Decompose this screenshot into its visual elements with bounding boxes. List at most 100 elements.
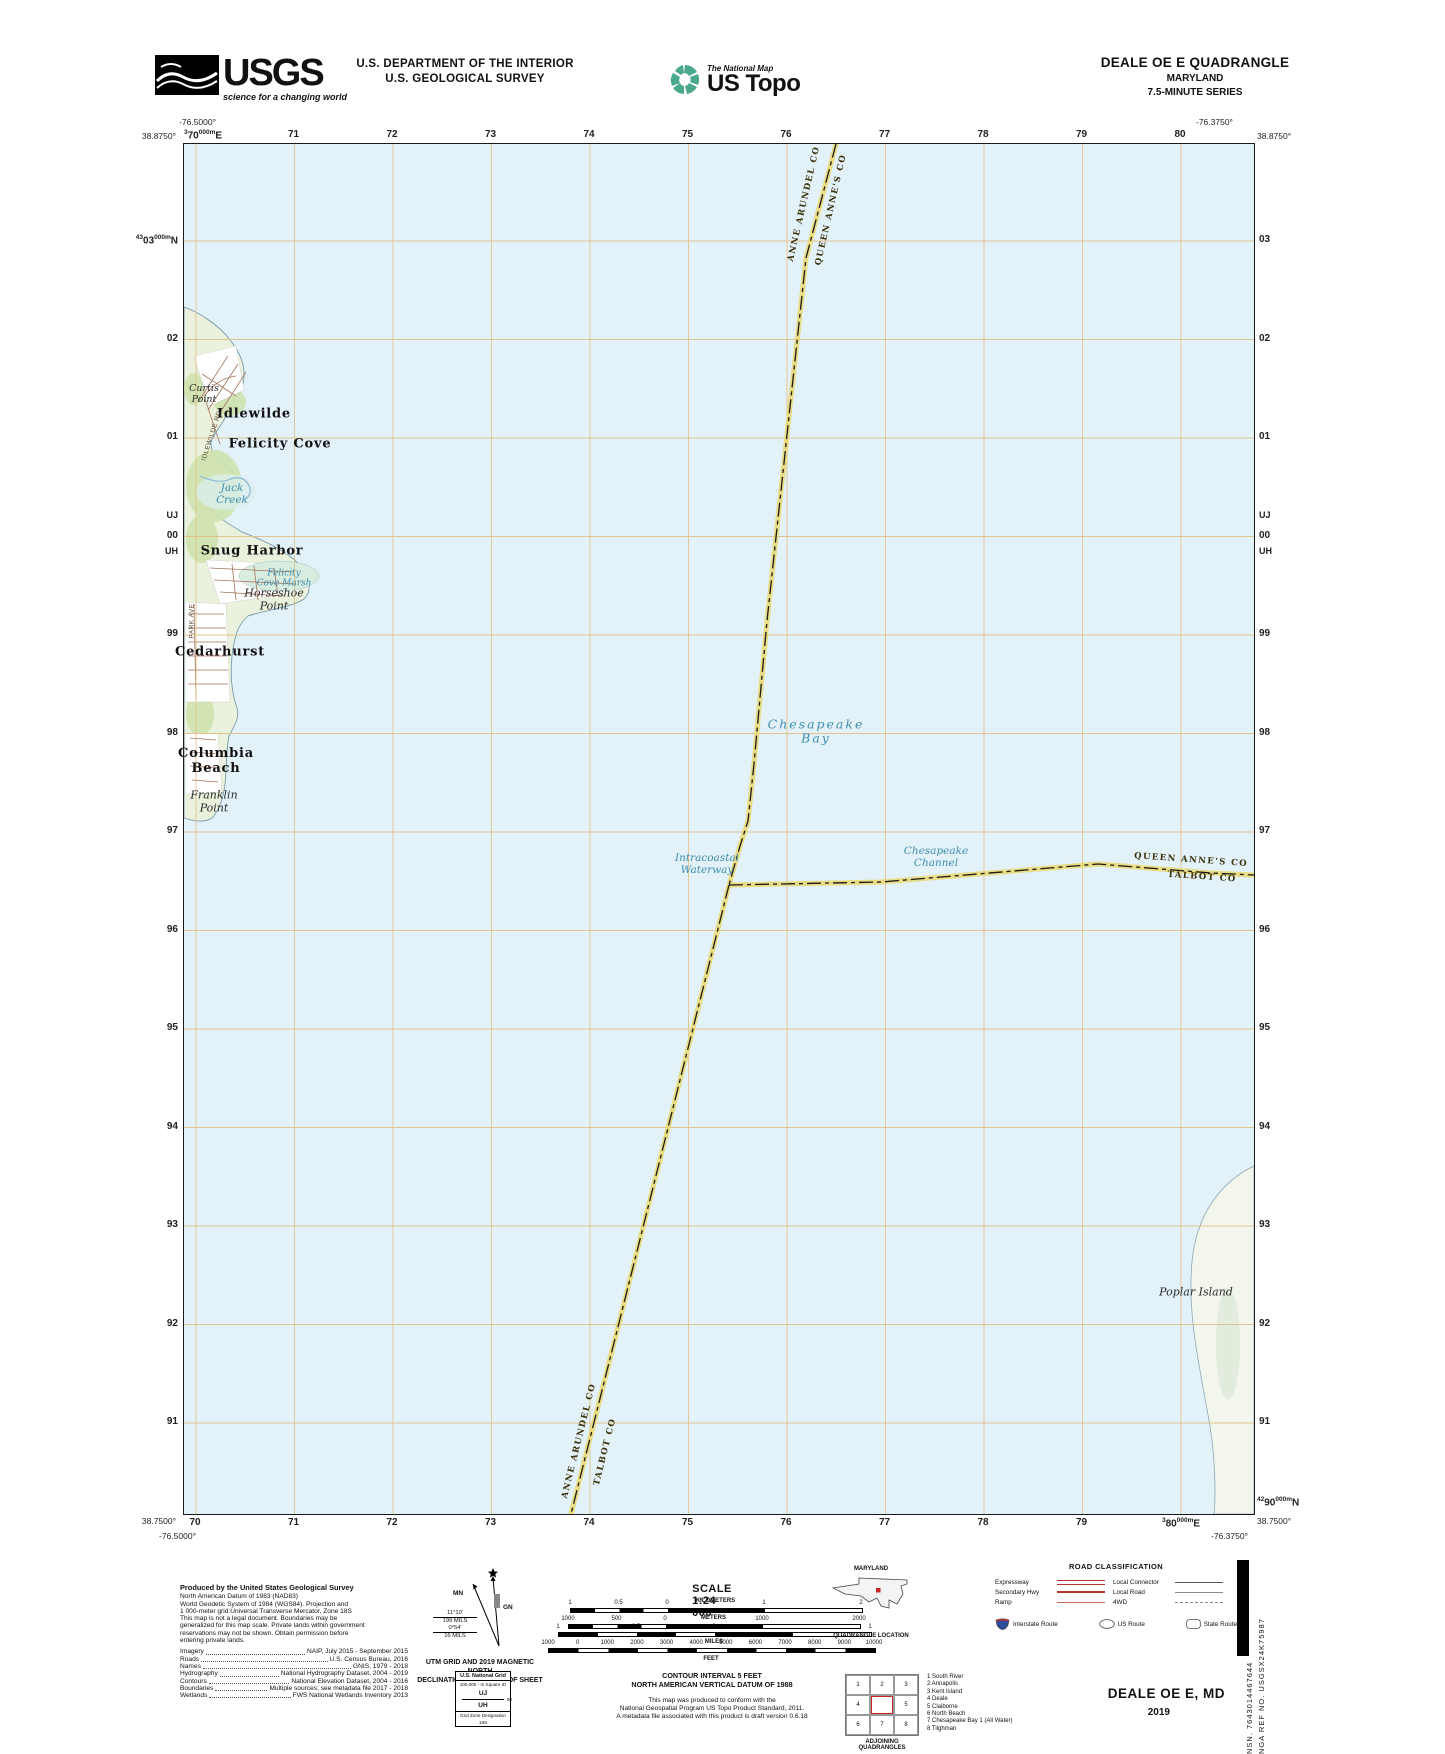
credits-line: entering private lands. xyxy=(180,1637,245,1645)
sheet-year: 2019 xyxy=(1147,1707,1170,1718)
scale-tick-feet: 1000 xyxy=(600,1640,614,1646)
scale-tick-miles: 0.5 xyxy=(631,1624,641,1630)
credits-leader xyxy=(205,1649,305,1655)
credits-line: 1 000-meter grid:Universal Transverse Me… xyxy=(180,1607,352,1615)
scale-tick-feet: 2000 xyxy=(630,1640,644,1646)
credits-produced: Produced by the United States Geological… xyxy=(180,1583,354,1592)
adjoining-cell-current xyxy=(870,1695,894,1715)
credits-line: World Geodetic System of 1984 (WGS84). P… xyxy=(180,1600,349,1608)
road-class-label: 4WD xyxy=(1113,1598,1127,1606)
credits-leader xyxy=(202,1663,352,1670)
utm-northing-first-label: 4303000mN xyxy=(135,234,178,247)
map-label: Felicity Cove xyxy=(228,436,332,452)
scale-unit-miles: MILES xyxy=(704,1639,724,1645)
state-shield-icon xyxy=(1186,1618,1201,1631)
map-label: Curtis Point xyxy=(189,383,219,405)
grid-northing-left: 95 xyxy=(166,1022,178,1033)
map-label: Snug Harbor xyxy=(200,543,304,559)
grid-easting-bottom: 79 xyxy=(1075,1517,1088,1528)
road-class-label: Local Road xyxy=(1113,1588,1145,1596)
scale-tick-feet: 10000 xyxy=(865,1640,883,1646)
credits-source-row: Names GNIS, 1979 - 2018 xyxy=(180,1663,408,1670)
county-boundary xyxy=(568,144,1254,1514)
adjoining-cell: 3 xyxy=(894,1675,918,1695)
credits-source-key: Contours xyxy=(180,1677,207,1685)
usng-zone: 18S xyxy=(478,1720,488,1725)
scale-tick-miles: 1 xyxy=(556,1624,560,1630)
road-class-row: Expressway xyxy=(995,1577,1113,1587)
road-class-label: Expressway xyxy=(995,1578,1029,1586)
corner-top-right-lon: -76.3750° xyxy=(1196,117,1233,127)
road-class-row: Secondary Hwy xyxy=(995,1587,1113,1597)
map-label: TALBOT CO xyxy=(1167,869,1237,885)
credits-line: This map is not a legal document. Bounda… xyxy=(180,1615,338,1623)
utm-easting-first-label: 370000mE xyxy=(184,129,223,142)
map-label: Idlewilde xyxy=(216,406,292,422)
map-label: QUEEN ANNE'S CO xyxy=(813,153,849,267)
scale-tick-feet: 4000 xyxy=(689,1640,703,1646)
gn-mils: 16 MILS xyxy=(444,1633,466,1639)
road-class-sample xyxy=(1057,1591,1105,1593)
usng-square-bottom: UH xyxy=(478,1702,488,1709)
credits-source-key: Wetlands xyxy=(180,1692,208,1700)
map-canvas[interactable]: Curtis Point Idlewilde Felicity Cove Jack Cre… xyxy=(175,143,1255,1515)
scale-bar-miles xyxy=(558,1632,872,1637)
credits-source-row: Imagery NAIP, July 2015 - September 2015 xyxy=(180,1648,408,1655)
grid-northing-left: 93 xyxy=(166,1219,178,1230)
scale-tick-kilometers: 2 xyxy=(859,1600,863,1606)
corner-top-left-lon: -76.5000° xyxy=(179,117,216,127)
grid-easting-bottom: 78 xyxy=(977,1517,989,1528)
credits-sources: Imagery NAIP, July 2015 - September 2015 R… xyxy=(180,1648,408,1699)
adjoining-name: 7 Chesapeake Bay 1 (All Water) xyxy=(927,1718,1013,1725)
marsh-area xyxy=(238,560,320,592)
map-label: Horseshoe Point xyxy=(244,586,304,612)
scale-bar-feet xyxy=(548,1648,876,1653)
route-label: Interstate Route xyxy=(1013,1621,1058,1628)
grid-easting-top: 79 xyxy=(1075,129,1088,140)
credits-source-key: Roads xyxy=(180,1655,200,1663)
map-label: QUEEN ANNE'S CO xyxy=(1133,851,1249,870)
scale-unit-feet: FEET xyxy=(703,1656,719,1662)
corner-bottom-right-lat: 38.7500° xyxy=(1257,1516,1292,1526)
scale-tick-meters: 500 xyxy=(611,1616,622,1622)
gn-label: GN xyxy=(503,1604,513,1611)
grid-northing-left: 00 xyxy=(166,529,178,541)
adjoining-list: 1 South River 2 Annapolis 3 Kent Island 4 D… xyxy=(927,1674,1012,1751)
scale-tick-kilometers: 0 xyxy=(665,1600,669,1606)
grid-northing-left: 98 xyxy=(166,726,178,738)
road-class-label: Local Connector xyxy=(1113,1578,1159,1586)
usgs-logo: USGS science for a changing world xyxy=(155,54,347,102)
grid-easting-bottom: 73 xyxy=(484,1517,497,1528)
route-label: State Route xyxy=(1203,1621,1237,1628)
credits-source-value: National Elevation Dataset, 2004 - 2016 xyxy=(291,1677,408,1685)
grid-northing-right: 98 xyxy=(1259,726,1271,738)
grid-northing-right: 03 xyxy=(1259,234,1271,245)
adjoining-name: 8 Tilghman xyxy=(927,1725,957,1732)
scale-tick-feet: 3000 xyxy=(659,1640,674,1646)
credits-source-value: GNIS, 1979 - 2018 xyxy=(353,1662,408,1670)
state-label: MARYLAND xyxy=(853,1566,889,1572)
road-class-title: ROAD CLASSIFICATION xyxy=(1068,1562,1164,1571)
credits-source-value: U.S. Census Bureau, 2016 xyxy=(329,1655,408,1663)
adjoining-cell: 6 xyxy=(846,1715,870,1735)
road-classification: ROAD CLASSIFICATION Expressway Secondary … xyxy=(995,1562,1237,1632)
grid-northing-left: 97 xyxy=(166,825,178,836)
utm-easting-last-label: 380000mE xyxy=(1161,1517,1201,1530)
scale-tick-meters: 1000 xyxy=(561,1616,575,1622)
usng-divider: 00 xyxy=(462,1697,512,1702)
us-shield-icon xyxy=(1098,1618,1115,1631)
corner-bottom-right-lon: -76.3750° xyxy=(1211,1531,1248,1541)
credits-source-row: Hydrography National Hydrography Dataset,… xyxy=(180,1670,408,1677)
quad-location-marker xyxy=(876,1588,881,1593)
route-label: US Route xyxy=(1117,1621,1145,1628)
mn-label: MN xyxy=(453,1590,464,1597)
road-class-row: 4WD xyxy=(1113,1597,1231,1607)
grid-easting-bottom: 71 xyxy=(287,1517,300,1528)
grid-easting-top: 74 xyxy=(583,129,595,140)
nga-ref-number: NGA REF NO. USGSX24K75987 xyxy=(1257,1618,1266,1754)
grid-northing-right: 99 xyxy=(1259,628,1271,639)
credits-leader xyxy=(208,1678,290,1684)
grid-northing-left: 96 xyxy=(166,923,178,935)
adjoining-caption: ADJOINING QUADRANGLES xyxy=(858,1739,906,1751)
adjoining-name: 2 Annapolis xyxy=(927,1681,959,1688)
